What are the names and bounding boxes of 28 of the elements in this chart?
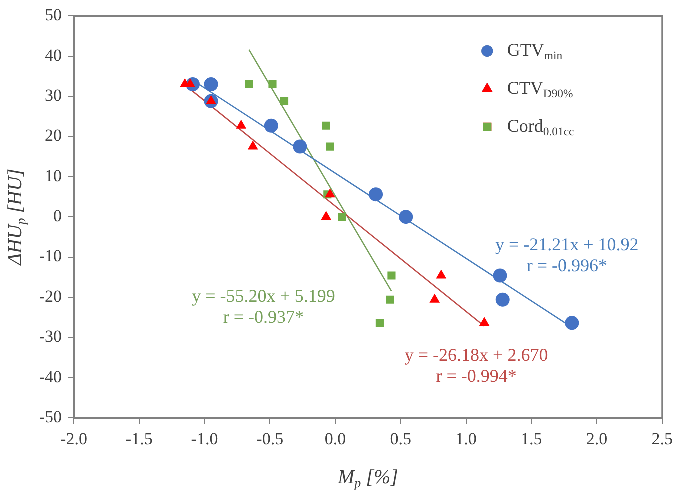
- y-tick-label: 20: [45, 126, 62, 146]
- x-tick-label: -0.5: [256, 430, 284, 449]
- x-tick-label: -2.0: [60, 430, 88, 449]
- y-tick-label: 30: [45, 86, 62, 106]
- annotation: y = -21.21x + 10.92: [496, 234, 639, 254]
- y-tick-label: -20: [39, 286, 62, 306]
- y-tick-label: 40: [45, 46, 62, 65]
- annotation: r = -0.937*: [223, 307, 304, 328]
- annotation: r = -0.996*: [526, 255, 608, 276]
- x-tick-label: 0.0: [324, 430, 346, 449]
- x-tick-label: 2.5: [652, 430, 673, 449]
- x-tick-label: -1.0: [191, 430, 218, 449]
- y-tick-label: 0: [54, 206, 62, 226]
- annotation: r = -0.994*: [436, 366, 517, 386]
- annotation: y = -55.20x + 5.199: [192, 286, 336, 306]
- y-axis-title: ΔHUp [HU]: [4, 168, 28, 266]
- y-tick-label: 10: [45, 166, 62, 186]
- y-tick-label: -50: [39, 407, 62, 426]
- y-tick-label: -40: [39, 367, 62, 386]
- x-tick-label: -1.5: [126, 430, 153, 449]
- y-tick-label: -30: [39, 327, 62, 346]
- x-tick-label: 1.5: [521, 430, 542, 449]
- x-tick-label: 2.0: [586, 430, 608, 449]
- x-tick-label: 0.5: [390, 430, 412, 449]
- x-tick-label: 1.0: [456, 430, 477, 449]
- y-tick-label: 50: [45, 6, 62, 25]
- annotation: y = -26.18x + 2.670: [404, 345, 548, 366]
- y-tick-label: -10: [39, 246, 62, 266]
